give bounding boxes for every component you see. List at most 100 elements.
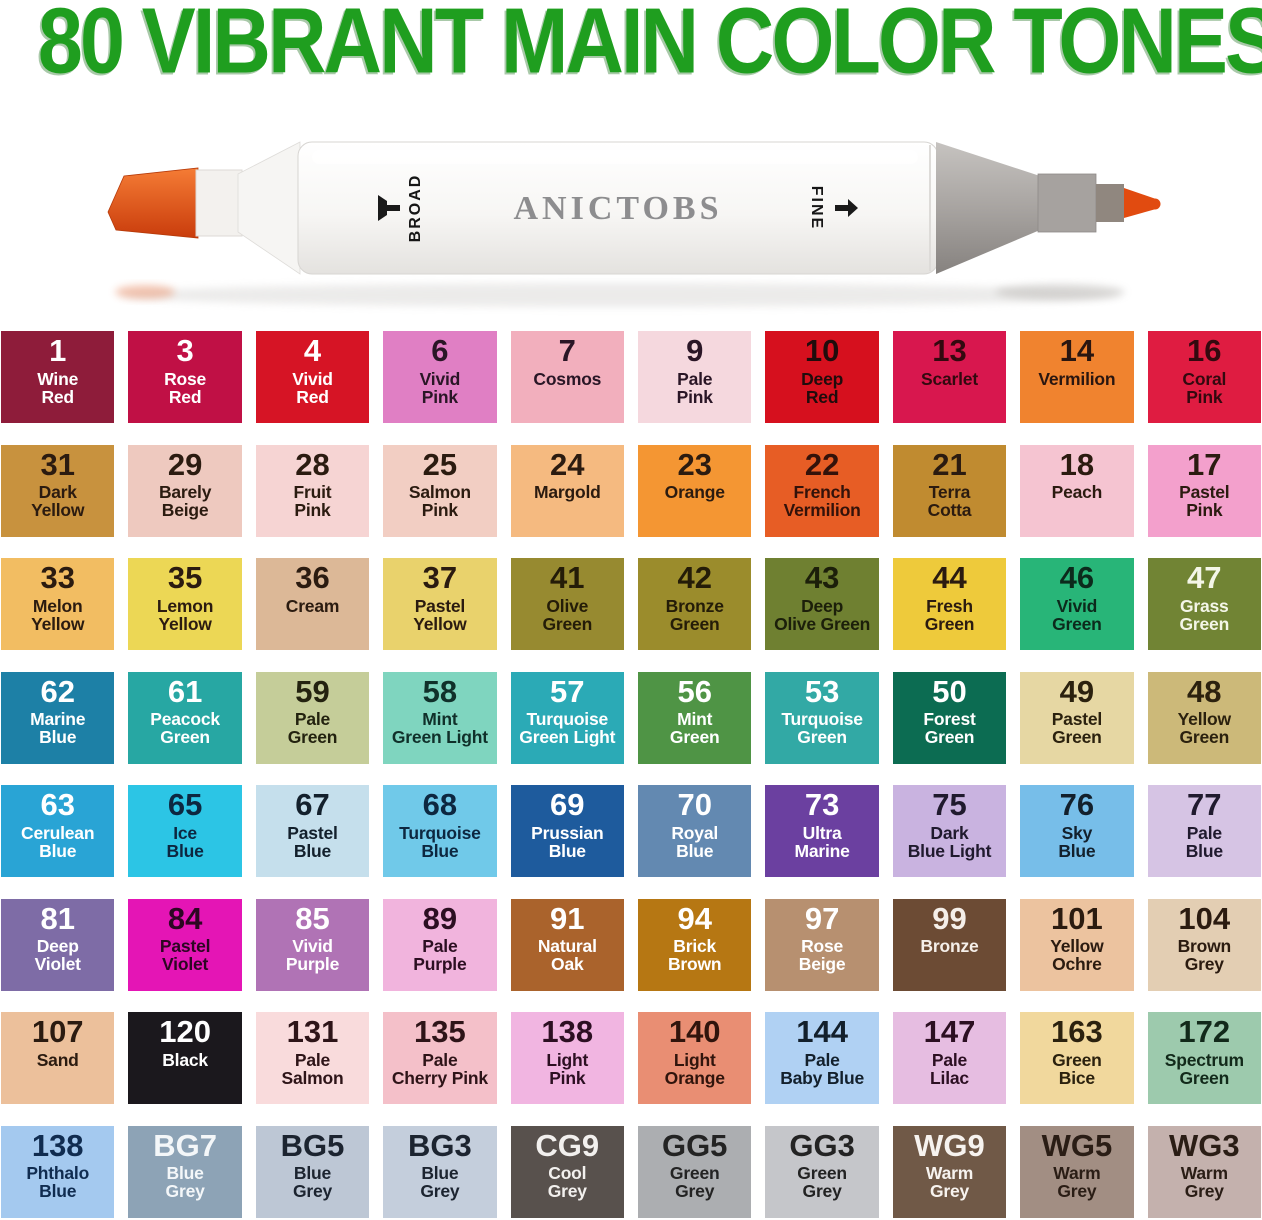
swatch-number: 101 xyxy=(1051,900,1103,936)
swatch-number: 22 xyxy=(804,446,840,482)
swatch-number: 48 xyxy=(1187,673,1222,709)
swatch-name: Vivid Pink xyxy=(419,368,461,407)
swatch-number: 131 xyxy=(286,1014,339,1049)
swatch-number: 67 xyxy=(295,787,330,822)
swatch-name: Sky Blue xyxy=(1058,822,1096,861)
swatch-name: Barely Beige xyxy=(158,482,212,521)
color-swatch: 21 Terra Cotta xyxy=(892,444,1007,537)
color-swatch: 3 Rose Red xyxy=(128,331,242,423)
swatch-number: 68 xyxy=(422,787,458,822)
color-swatch: 42 Bronze Green xyxy=(638,558,752,650)
color-swatch: 62 Marine Blue xyxy=(1,671,115,764)
swatch-number: 1 xyxy=(49,333,67,368)
color-swatch: 4 Vivid Red xyxy=(255,331,370,423)
swatch-number: WG9 xyxy=(914,1127,985,1163)
swatch-number: 65 xyxy=(167,787,203,822)
color-swatch: 48 Yellow Green xyxy=(1147,671,1261,764)
swatch-name: Rose Beige xyxy=(798,936,846,975)
swatch-number: 7 xyxy=(558,333,576,368)
swatch-name: Margold xyxy=(533,482,601,503)
swatch-name: Peach xyxy=(1051,482,1103,503)
swatch-name: Vivid Red xyxy=(292,368,333,407)
swatch-name: Cool Grey xyxy=(547,1163,587,1202)
swatch-number: 63 xyxy=(40,787,75,822)
color-swatch: BG7 Blue Grey xyxy=(128,1125,242,1218)
swatch-name: Royal Blue xyxy=(671,822,719,861)
color-swatch: 172 Spectrum Green xyxy=(1147,1012,1261,1104)
swatch-name: Fresh Green xyxy=(924,595,975,634)
swatch-name: Pale Lilac xyxy=(930,1049,969,1088)
swatch-number: 58 xyxy=(422,673,458,709)
swatch-name: Turquoise Green Light xyxy=(519,709,616,748)
color-swatch: 94 Brick Brown xyxy=(638,898,752,991)
swatch-number: 61 xyxy=(167,673,203,709)
color-swatch: 67 Pastel Blue xyxy=(255,785,370,877)
swatch-name: Turquoise Green xyxy=(781,709,863,748)
swatch-number: 46 xyxy=(1059,560,1095,595)
color-swatch: WG9 Warm Grey xyxy=(892,1125,1007,1218)
swatch-number: 135 xyxy=(414,1014,466,1049)
color-swatch: 70 Royal Blue xyxy=(638,785,752,877)
swatch-number: 107 xyxy=(31,1014,84,1049)
swatch-name: Pale Baby Blue xyxy=(780,1049,864,1088)
color-swatch: 9 Pale Pink xyxy=(638,331,752,423)
swatch-number: 73 xyxy=(804,787,840,822)
swatch-number: 41 xyxy=(550,560,585,595)
color-swatch: WG5 Warm Grey xyxy=(1020,1125,1134,1218)
swatch-name: Grass Green xyxy=(1179,595,1230,634)
swatch-name: Bronze xyxy=(920,936,979,957)
color-swatch: 135 Pale Cherry Pink xyxy=(383,1012,497,1104)
brand-text: ANICTOBS xyxy=(514,190,723,227)
swatch-name: Lemon Yellow xyxy=(156,595,214,634)
swatch-name: Blue Grey xyxy=(292,1163,333,1202)
swatch-name: Bronze Green xyxy=(665,595,724,634)
swatch-number: 89 xyxy=(422,900,458,936)
color-swatch: 107 Sand xyxy=(1,1012,115,1104)
swatch-name: Forest Green xyxy=(923,709,976,748)
swatch-name: Deep Olive Green xyxy=(774,595,871,634)
swatch-name: Pale Salmon xyxy=(281,1049,344,1088)
marker-pen-illustration: BROAD ANICTOBS FINE xyxy=(107,141,1161,307)
swatch-name: Vermilion xyxy=(1038,368,1116,389)
color-swatch: 17 Pastel Pink xyxy=(1147,444,1261,537)
swatch-name: Mint Green xyxy=(669,709,720,748)
swatch-number: 138 xyxy=(31,1127,84,1163)
swatch-number: 104 xyxy=(1178,900,1231,936)
swatch-name: Mint Green Light xyxy=(391,709,488,748)
swatch-name: Sand xyxy=(36,1049,79,1070)
swatch-name: Ultra Marine xyxy=(794,822,850,861)
swatch-name: Ice Blue xyxy=(166,822,204,861)
color-swatch: 63 Cerulean Blue xyxy=(1,785,115,877)
swatch-name: Warm Grey xyxy=(1180,1163,1228,1202)
swatch-name: Warm Grey xyxy=(1053,1163,1101,1202)
swatch-name: Wine Red xyxy=(37,368,79,407)
fine-tip-point xyxy=(1149,198,1161,210)
swatch-number: 9 xyxy=(686,333,704,368)
swatch-name: Pastel Blue xyxy=(287,822,338,861)
swatch-name: Melon Yellow xyxy=(31,595,85,634)
swatch-number: WG3 xyxy=(1168,1127,1240,1163)
color-swatch: 138 Light Pink xyxy=(510,1012,624,1104)
swatch-number: 33 xyxy=(40,560,75,595)
swatch-number: 97 xyxy=(804,900,840,936)
swatch-name: Pale Green xyxy=(287,709,338,748)
swatch-number: 29 xyxy=(167,446,203,482)
color-swatch: 120 Black xyxy=(128,1012,242,1104)
swatch-number: 37 xyxy=(422,560,458,595)
body-taper xyxy=(237,141,301,275)
color-swatch: 77 Pale Blue xyxy=(1147,785,1261,877)
swatch-number: 13 xyxy=(932,333,967,368)
swatch-number: 23 xyxy=(677,446,712,482)
fine-tip xyxy=(1124,188,1156,218)
swatch-number: CG9 xyxy=(535,1127,600,1163)
swatch-number: 44 xyxy=(932,560,967,595)
swatch-number: 28 xyxy=(295,446,330,482)
color-swatch: GG3 Green Grey xyxy=(765,1125,879,1218)
color-swatch: 1 Wine Red xyxy=(1,331,115,423)
color-swatch: WG3 Warm Grey xyxy=(1147,1125,1261,1218)
swatch-name: Cream xyxy=(285,595,340,616)
fine-label: FINE xyxy=(808,186,825,230)
swatch-number: GG5 xyxy=(661,1127,728,1163)
color-swatch: 58 Mint Green Light xyxy=(383,671,497,764)
color-swatch: 138 Phthalo Blue xyxy=(1,1125,115,1218)
